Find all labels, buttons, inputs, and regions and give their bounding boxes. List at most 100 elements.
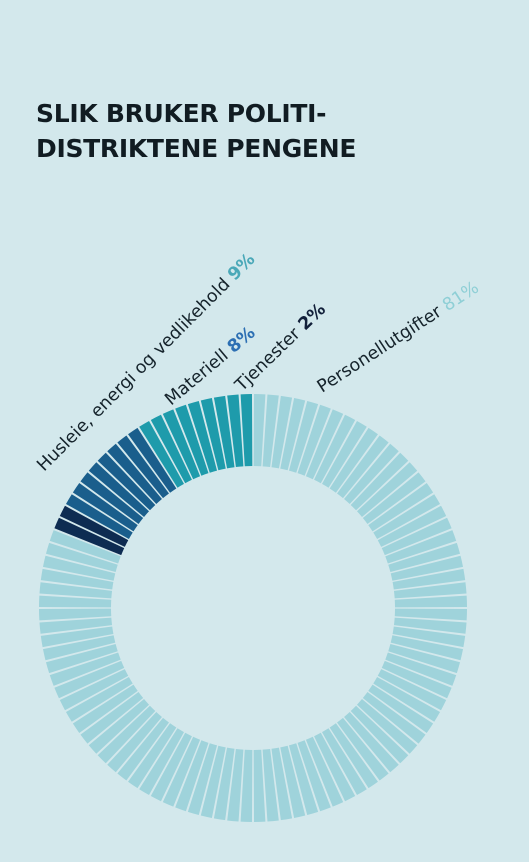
slice-segment — [49, 652, 121, 686]
slice-segment — [314, 732, 356, 802]
slice-segment — [175, 404, 209, 476]
slice-label-personellutgifter: Personellutgifter 81% — [314, 278, 483, 397]
slice-segment — [356, 699, 418, 754]
slice-segment — [88, 462, 150, 517]
slice-segment — [54, 660, 125, 699]
slice-segment — [262, 748, 279, 822]
slice-tjenester — [54, 505, 129, 556]
slice-segment — [377, 669, 447, 711]
slice-segment — [392, 568, 466, 590]
slice-segment — [227, 394, 244, 468]
slice-segment — [139, 728, 184, 796]
slice-segment — [162, 736, 201, 807]
slice-segment — [97, 705, 156, 764]
slice-segment — [280, 745, 306, 819]
slice-segment — [253, 749, 266, 822]
slice-segment — [362, 692, 426, 744]
slice-label-percent: 81% — [439, 278, 483, 316]
slice-segment — [59, 505, 129, 547]
slice-segment — [42, 555, 116, 581]
slice-segment — [390, 635, 464, 661]
slice-segment — [271, 747, 293, 821]
chart-title-line-2: DISTRIKTENE PENGENE — [36, 134, 357, 163]
slice-segment — [107, 443, 162, 505]
slice-segment — [88, 699, 150, 754]
slice-segment — [49, 530, 121, 564]
slice-segment — [377, 505, 447, 547]
slice-segment — [322, 728, 367, 796]
slice-segment — [97, 452, 156, 511]
slice-segment — [262, 394, 279, 468]
slice-segment — [54, 517, 125, 556]
slice-segment — [329, 723, 378, 789]
slice-segment — [392, 626, 466, 648]
slice-segment — [39, 582, 113, 599]
slice-segment — [322, 420, 367, 488]
slice-segment — [337, 717, 389, 781]
slice-segment — [314, 414, 356, 484]
slice-segment — [65, 494, 133, 539]
slice-personellutgifter — [39, 394, 467, 822]
slice-segment — [39, 608, 112, 621]
slice-segment — [72, 483, 138, 532]
slice-segment — [80, 472, 144, 524]
slice-segment — [368, 684, 434, 733]
slice-segment — [117, 717, 169, 781]
slice-segment — [385, 530, 457, 564]
chart-title: SLIK BRUKER POLITI- DISTRIKTENE PENGENE — [36, 96, 356, 166]
slice-segment — [329, 427, 378, 493]
slice-label-name: Personellutgifter — [314, 299, 450, 397]
slice-segment — [390, 555, 464, 581]
slice-segment — [305, 736, 344, 807]
slice-segment — [213, 747, 235, 821]
slice-segment — [381, 517, 452, 556]
slice-segment — [337, 435, 389, 499]
slice-segment — [288, 400, 319, 473]
slice-segment — [139, 420, 184, 488]
chart-title-line-1: SLIK BRUKER POLITI- — [36, 99, 327, 128]
slice-segment — [213, 395, 235, 469]
slice-segment — [59, 669, 129, 711]
slice-segment — [39, 595, 112, 608]
slice-segment — [373, 494, 441, 539]
slice-segment — [45, 643, 118, 674]
slice-husleie — [139, 394, 253, 488]
slice-segment — [150, 732, 192, 802]
slice-segment — [162, 409, 201, 480]
slice-segment — [288, 743, 319, 816]
slice-segment — [280, 397, 306, 471]
slice-segment — [200, 745, 226, 819]
slice-segment — [240, 394, 253, 467]
slice-segment — [297, 740, 331, 812]
slice-segment — [107, 711, 162, 773]
slice-segment — [175, 740, 209, 812]
slice-segment — [227, 748, 244, 822]
donut-slices — [39, 394, 467, 822]
slice-segment — [128, 723, 177, 789]
slice-segment — [45, 542, 118, 573]
slice-segment — [305, 409, 344, 480]
slice-segment — [344, 711, 399, 773]
slice-segment — [356, 462, 418, 517]
slice-segment — [200, 397, 226, 471]
slice-segment — [297, 404, 331, 476]
slice-segment — [128, 427, 177, 493]
slice-segment — [394, 608, 467, 621]
slice-segment — [394, 595, 467, 608]
slice-segment — [388, 643, 461, 674]
slice-segment — [80, 692, 144, 744]
slice-segment — [368, 483, 434, 532]
slice-segment — [393, 617, 467, 634]
slice-segment — [39, 617, 113, 634]
slice-segment — [362, 472, 426, 524]
slice-segment — [42, 635, 116, 661]
slice-segment — [344, 443, 399, 505]
slice-segment — [187, 400, 218, 473]
slice-segment — [388, 542, 461, 573]
slice-segment — [40, 626, 114, 648]
slice-segment — [72, 684, 138, 733]
slice-segment — [117, 435, 169, 499]
slice-segment — [373, 677, 441, 722]
slice-segment — [271, 395, 293, 469]
slice-segment — [40, 568, 114, 590]
